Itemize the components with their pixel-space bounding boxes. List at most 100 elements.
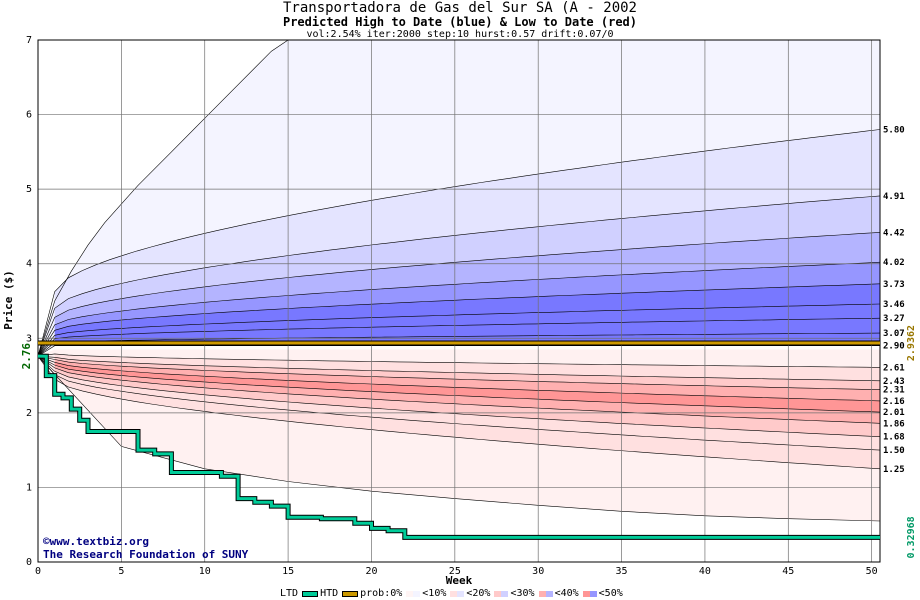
legend-p10-label: <10% <box>422 587 447 599</box>
legend-p20-label: <20% <box>466 587 491 599</box>
legend-ltd-swatch <box>302 590 319 597</box>
simulation-parameters: vol:2.54% iter:2000 step:10 hurst:0.57 d… <box>306 29 614 40</box>
legend-swatch-30 <box>538 590 553 597</box>
y-tick-label-4: 4 <box>26 259 32 270</box>
legend-swatch-20 <box>494 590 509 597</box>
end-label-13: 2.01 <box>883 408 905 418</box>
end-label-16: 1.50 <box>883 446 905 456</box>
x-tick-label-5: 5 <box>118 566 124 577</box>
end-label-11: 2.31 <box>883 386 905 396</box>
quantile-line-17 <box>38 356 880 470</box>
end-label-3: 4.02 <box>883 258 905 268</box>
quantile-line-4 <box>38 283 880 357</box>
quantile-line-7 <box>38 332 880 357</box>
end-label-2: 4.42 <box>883 228 905 238</box>
x-tick-label-10: 10 <box>199 566 211 577</box>
right-low-label: 0.32968 <box>906 516 917 558</box>
credit-block: ©www.textbiz.org The Research Foundation… <box>43 535 248 561</box>
x-axis-label: Week <box>446 574 473 587</box>
high-band-3 <box>54 262 880 331</box>
quantile-line-15 <box>38 355 880 437</box>
end-label-1: 4.91 <box>883 192 905 202</box>
low-band-1 <box>54 357 880 390</box>
end-label-10: 2.43 <box>883 377 905 387</box>
right-high-label: 2.9362 <box>906 325 917 361</box>
legend-htd-label: HTD <box>320 587 339 599</box>
y-tick-label-3: 3 <box>26 333 32 344</box>
end-label-15: 1.68 <box>883 433 905 443</box>
high-band-4 <box>54 283 880 336</box>
legend-p40-label: <40% <box>554 587 579 599</box>
y-tick-label-0: 0 <box>26 557 32 568</box>
credit-website[interactable]: ©www.textbiz.org <box>43 535 149 548</box>
start-price-label: 2.76 <box>20 343 33 370</box>
high-band-2 <box>54 232 880 325</box>
legend-htd-swatch <box>342 590 359 597</box>
end-label-17: 1.25 <box>883 465 905 475</box>
x-tick-label-30: 30 <box>532 566 544 577</box>
chart-subtitle: Predicted High to Date (blue) & Low to D… <box>282 15 637 29</box>
end-label-14: 1.86 <box>883 419 905 429</box>
legend-swatch-10 <box>450 590 465 597</box>
low-band-0 <box>54 353 880 381</box>
y-tick-label-6: 6 <box>26 110 32 121</box>
low-band-6 <box>54 371 880 451</box>
y-axis-label: Price ($) <box>2 270 15 330</box>
low-band-4 <box>54 365 880 424</box>
high-band-1 <box>54 195 880 318</box>
x-tick-label-35: 35 <box>616 566 628 577</box>
quantile-line-12 <box>38 355 880 402</box>
quantile-line-14 <box>38 355 880 424</box>
quantile-line-11 <box>38 355 880 390</box>
quantile-line-16 <box>38 355 880 451</box>
chart-title: Transportadora de Gas del Sur SA (A - 20… <box>282 0 637 16</box>
x-tick-label-25: 25 <box>449 566 461 577</box>
x-tick-label-40: 40 <box>699 566 711 577</box>
end-label-4: 3.73 <box>883 280 905 290</box>
end-label-6: 3.27 <box>883 314 905 324</box>
credit-organization: The Research Foundation of SUNY <box>43 548 249 561</box>
plot-area <box>38 40 880 522</box>
x-tick-label-0: 0 <box>35 566 41 577</box>
high-band-5 <box>54 304 880 339</box>
y-tick-label-2: 2 <box>26 408 32 419</box>
end-label-7: 3.07 <box>883 329 905 339</box>
low-band-2 <box>54 359 880 401</box>
legend-p30-label: <30% <box>510 587 535 599</box>
y-tick-label-7: 7 <box>26 35 32 46</box>
legend-prob-label: prob:0% <box>360 587 403 599</box>
legend-ltd-label: LTD <box>280 587 299 599</box>
legend-swatch-40 <box>582 590 597 597</box>
high-band-6 <box>54 318 880 343</box>
high-band-0 <box>54 129 880 309</box>
quantile-line-9 <box>38 353 880 368</box>
end-label-8: 2.90 <box>883 342 905 352</box>
legend-swatch-0 <box>406 590 421 597</box>
legend-p50-label: <50% <box>598 587 623 599</box>
quantile-line-1 <box>38 195 880 357</box>
quantile-line-10 <box>38 355 880 382</box>
low-band-7 <box>54 374 880 469</box>
ltd-line <box>37 354 880 539</box>
quantile-line-6 <box>38 317 880 357</box>
y-tick-label-1: 1 <box>26 482 32 493</box>
plot-frame <box>37 39 881 563</box>
quantile-line-2 <box>38 232 880 357</box>
quantile-line-5 <box>38 303 880 357</box>
quantile-line-3 <box>38 261 880 357</box>
quantile-line-13 <box>38 355 880 413</box>
end-label-12: 2.16 <box>883 397 905 407</box>
end-label-5: 3.46 <box>883 300 905 310</box>
quantile-line-0 <box>38 129 880 357</box>
quantile-line-8 <box>38 345 880 357</box>
x-tick-label-15: 15 <box>282 566 294 577</box>
y-tick-label-5: 5 <box>26 184 32 195</box>
end-label-0: 5.80 <box>883 125 905 135</box>
legend: LTD HTD prob:0% <10% <20% <30% <40% <50% <box>280 587 625 600</box>
x-tick-label-50: 50 <box>866 566 878 577</box>
x-tick-label-45: 45 <box>782 566 794 577</box>
x-tick-label-20: 20 <box>365 566 377 577</box>
low-band-5 <box>54 367 880 437</box>
low-band-3 <box>54 362 880 413</box>
